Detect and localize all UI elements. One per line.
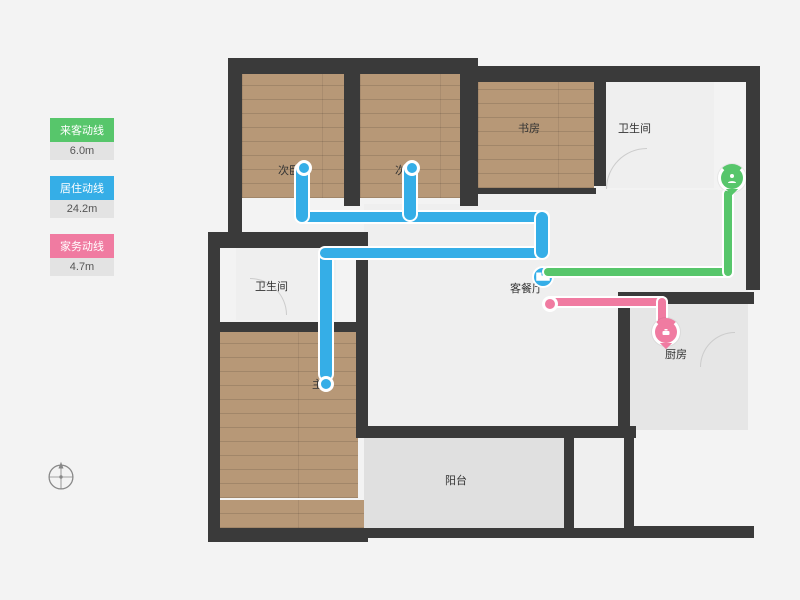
wall-segment — [468, 66, 758, 82]
legend-title: 居住动线 — [50, 176, 114, 200]
legend-value: 6.0m — [50, 142, 114, 160]
path-end-living — [296, 160, 312, 176]
legend-title: 家务动线 — [50, 234, 114, 258]
legend-value: 24.2m — [50, 200, 114, 218]
legend-item-living: 居住动线24.2m — [50, 176, 114, 218]
legend-title: 来客动线 — [50, 118, 114, 142]
room-second_bedroom_left — [242, 74, 344, 198]
path-living — [320, 248, 332, 380]
wall-segment — [624, 426, 634, 532]
room-master_bedroom — [218, 332, 358, 498]
wall-segment — [208, 232, 368, 248]
legend-item-guest: 来客动线6.0m — [50, 118, 114, 160]
path-end-living — [404, 160, 420, 176]
path-guest — [724, 190, 732, 276]
wall-segment — [618, 292, 630, 438]
wall-segment — [344, 58, 360, 206]
floor-plan-stage: 来客动线6.0m 居住动线24.2m 家务动线4.7m 次卧次卧书房卫生间卫生间主卧… — [0, 0, 800, 600]
wall-segment — [460, 58, 478, 206]
path-chores — [546, 298, 666, 306]
path-living — [298, 212, 548, 222]
legend: 来客动线6.0m 居住动线24.2m 家务动线4.7m — [50, 118, 114, 292]
wall-segment — [478, 188, 596, 194]
path-living — [536, 212, 548, 258]
wall-segment — [594, 66, 606, 186]
wall-segment — [352, 58, 470, 74]
pot-pin-icon — [652, 318, 680, 346]
wall-segment — [356, 528, 636, 538]
legend-value: 4.7m — [50, 258, 114, 276]
room-balcony — [364, 436, 564, 532]
room-rear_left — [218, 500, 364, 528]
room-rear_right — [574, 436, 624, 528]
wall-segment — [356, 232, 368, 432]
legend-item-chores: 家务动线4.7m — [50, 234, 114, 276]
wall-segment — [228, 58, 242, 236]
path-living — [320, 248, 542, 258]
path-end-living — [318, 376, 334, 392]
path-end-chores — [542, 296, 558, 312]
wall-segment — [624, 526, 754, 538]
wall-segment — [210, 322, 360, 332]
wall-segment — [228, 58, 356, 74]
wall-segment — [564, 426, 574, 532]
guest-pin-icon — [718, 164, 746, 192]
wall-segment — [746, 66, 760, 290]
wall-segment — [208, 528, 368, 542]
wall-segment — [208, 232, 220, 532]
void — [356, 40, 362, 60]
compass-icon — [44, 460, 78, 494]
floor-plan: 次卧次卧书房卫生间卫生间主卧客餐厅厨房阳台 — [200, 40, 770, 560]
room-study — [478, 82, 594, 188]
wall-segment — [356, 426, 636, 438]
path-guest — [544, 268, 732, 276]
